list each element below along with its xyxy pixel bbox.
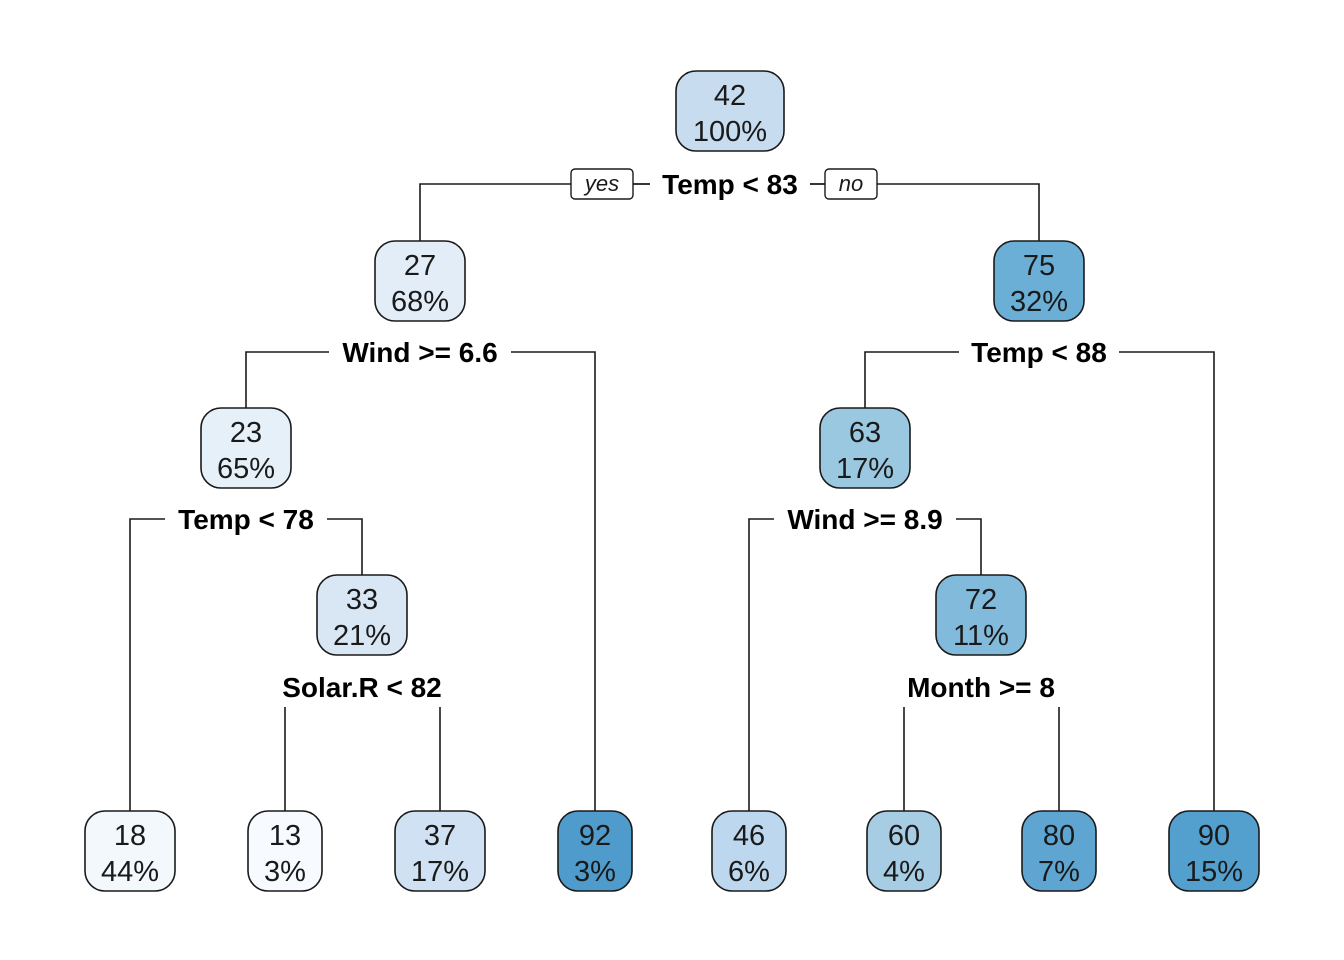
node-value: 23 xyxy=(230,417,262,449)
node-value: 63 xyxy=(849,417,881,449)
node-box xyxy=(394,810,486,892)
node-value: 27 xyxy=(404,250,436,282)
node-box xyxy=(557,810,633,892)
node-percent: 21% xyxy=(333,620,391,652)
node-percent: 11% xyxy=(953,620,1009,652)
node-box xyxy=(819,407,911,489)
node-value: 46 xyxy=(733,820,765,852)
node-percent: 44% xyxy=(101,856,159,888)
split-labels: Temp < 83 Wind >= 6.6 Temp < 88 Temp < 78 Wi… xyxy=(178,169,1107,703)
branch-labels: yes no xyxy=(570,168,878,200)
tree-node-l2: 133% xyxy=(247,810,323,892)
node-percent: 68% xyxy=(391,286,449,318)
tree-node-l4: 923% xyxy=(557,810,633,892)
svg-text:yes: yes xyxy=(583,171,619,196)
split-label-s2: Wind >= 6.6 xyxy=(342,337,497,368)
node-box xyxy=(866,810,942,892)
edge-s2 xyxy=(245,351,596,811)
edge-s4 xyxy=(129,518,363,811)
tree-nodes: 42100%2768%7532%2365%6317%3321%7211%1844… xyxy=(84,70,1260,892)
node-percent: 100% xyxy=(693,116,767,148)
node-box xyxy=(316,574,408,656)
edge-s6 xyxy=(284,707,441,811)
split-label-s6: Solar.R < 82 xyxy=(282,672,442,703)
node-value: 18 xyxy=(114,820,146,852)
tree-node-n1: 42 100% xyxy=(675,70,785,152)
no-branch-label: no xyxy=(824,168,878,200)
node-box xyxy=(374,240,466,322)
svg-text:no: no xyxy=(839,171,863,196)
node-value: 37 xyxy=(424,820,456,852)
node-percent: 3% xyxy=(264,856,306,888)
node-value: 92 xyxy=(579,820,611,852)
tree-node-l5: 466% xyxy=(711,810,787,892)
tree-node-l6: 604% xyxy=(866,810,942,892)
node-value: 80 xyxy=(1043,820,1075,852)
node-box xyxy=(200,407,292,489)
node-percent: 6% xyxy=(728,856,770,888)
node-percent: 3% xyxy=(574,856,616,888)
node-box xyxy=(84,810,176,892)
node-value: 33 xyxy=(346,584,378,616)
split-label-s5: Wind >= 8.9 xyxy=(787,504,942,535)
edge-s7 xyxy=(903,707,1060,811)
node-box xyxy=(675,70,785,152)
node-value: 75 xyxy=(1023,250,1055,282)
tree-node-l7: 807% xyxy=(1021,810,1097,892)
split-label-s1: Temp < 83 xyxy=(662,169,798,200)
edge-s5 xyxy=(748,518,982,811)
node-percent: 15% xyxy=(1185,856,1243,888)
yes-branch-label: yes xyxy=(570,168,634,200)
node-box xyxy=(935,574,1027,656)
node-box xyxy=(1168,810,1260,892)
node-value: 72 xyxy=(965,584,997,616)
node-percent: 7% xyxy=(1038,856,1080,888)
split-label-s3: Temp < 88 xyxy=(971,337,1107,368)
split-label-s4: Temp < 78 xyxy=(178,504,314,535)
node-percent: 65% xyxy=(217,453,275,485)
node-box xyxy=(993,240,1085,322)
node-value: 42 xyxy=(714,80,746,112)
node-percent: 4% xyxy=(883,856,925,888)
tree-edges xyxy=(129,183,1215,811)
node-value: 13 xyxy=(269,820,301,852)
node-percent: 17% xyxy=(836,453,894,485)
node-value: 90 xyxy=(1198,820,1230,852)
node-percent: 17% xyxy=(411,856,469,888)
node-box xyxy=(1021,810,1097,892)
split-label-s7: Month >= 8 xyxy=(907,672,1055,703)
node-value: 60 xyxy=(888,820,920,852)
node-percent: 32% xyxy=(1010,286,1068,318)
node-box xyxy=(247,810,323,892)
node-box xyxy=(711,810,787,892)
edge-s3 xyxy=(864,351,1215,811)
